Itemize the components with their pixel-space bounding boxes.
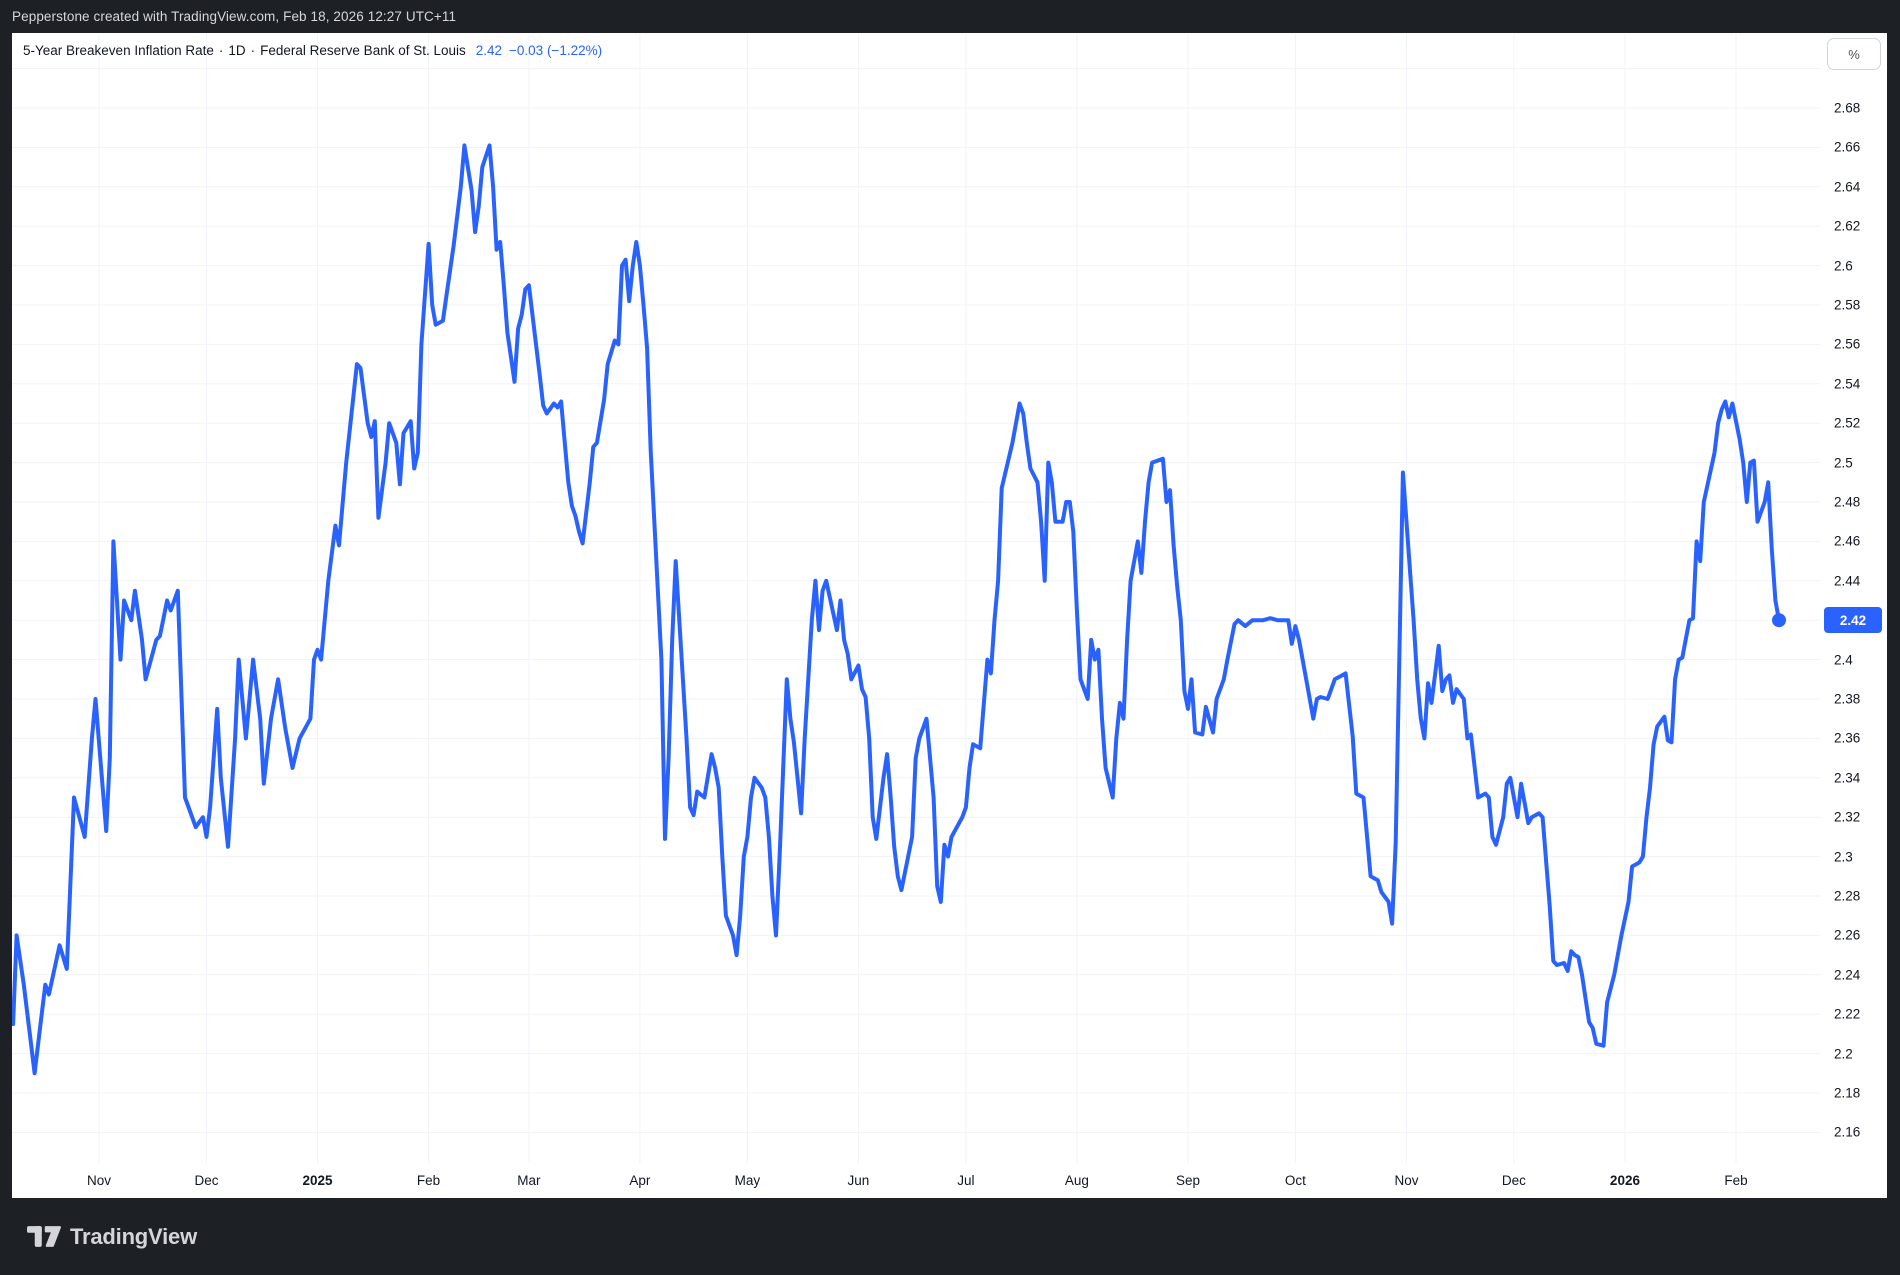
time-scale-label: Feb	[416, 1173, 441, 1188]
time-scale-label: Mar	[517, 1173, 541, 1188]
chart-legend: 5-Year Breakeven Inflation Rate · 1D · Feder…	[23, 43, 602, 58]
time-scale-label: Nov	[87, 1173, 112, 1188]
tradingview-logo[interactable]: TradingView	[27, 1224, 197, 1250]
price-line	[12, 143, 1781, 1076]
time-scale-label: Dec	[1501, 1173, 1526, 1188]
time-scale-label: 2025	[302, 1173, 333, 1188]
price-scale-unit-button[interactable]: %	[1827, 38, 1881, 70]
last-value: 2.42	[475, 43, 503, 58]
symbol-title[interactable]: 5-Year Breakeven Inflation Rate	[23, 43, 214, 58]
time-scale-label: May	[734, 1173, 761, 1188]
interval-label[interactable]: 1D	[228, 43, 246, 58]
chart-panel: 5-Year Breakeven Inflation Rate · 1D · Feder…	[12, 33, 1887, 1198]
data-source-label: Federal Reserve Bank of St. Louis	[260, 43, 466, 58]
time-scale-label: Sep	[1175, 1173, 1200, 1188]
legend-separator: ·	[250, 43, 256, 58]
legend-separator: ·	[218, 43, 224, 58]
time-scale-label: Aug	[1064, 1173, 1089, 1188]
time-scale[interactable]: Nov Dec 2025 Feb Mar Apr May Jun Jul Aug Sep Oct Nov…	[12, 1167, 1887, 1195]
time-scale-label: Jul	[957, 1173, 975, 1188]
tradingview-logo-icon	[27, 1226, 61, 1247]
time-scale-label: Nov	[1394, 1173, 1419, 1188]
attribution-bar: Pepperstone created with TradingView.com…	[0, 0, 1900, 33]
price-chart[interactable]	[12, 33, 1887, 1198]
time-scale-label: Apr	[629, 1173, 651, 1188]
time-scale-label: Oct	[1284, 1173, 1306, 1188]
time-scale-label: Jun	[847, 1173, 870, 1188]
time-scale-label: 2026	[1609, 1173, 1640, 1188]
last-point-marker	[1772, 613, 1786, 628]
time-scale-label: Feb	[1724, 1173, 1748, 1188]
grid	[12, 34, 1820, 1163]
change-value: −0.03 (−1.22%)	[509, 43, 603, 58]
attribution-text: Pepperstone created with TradingView.com…	[12, 9, 457, 24]
tradingview-wordmark[interactable]: TradingView	[70, 1223, 197, 1249]
time-scale-label: Dec	[194, 1173, 219, 1188]
footer-bar: TradingView	[0, 1198, 1900, 1275]
